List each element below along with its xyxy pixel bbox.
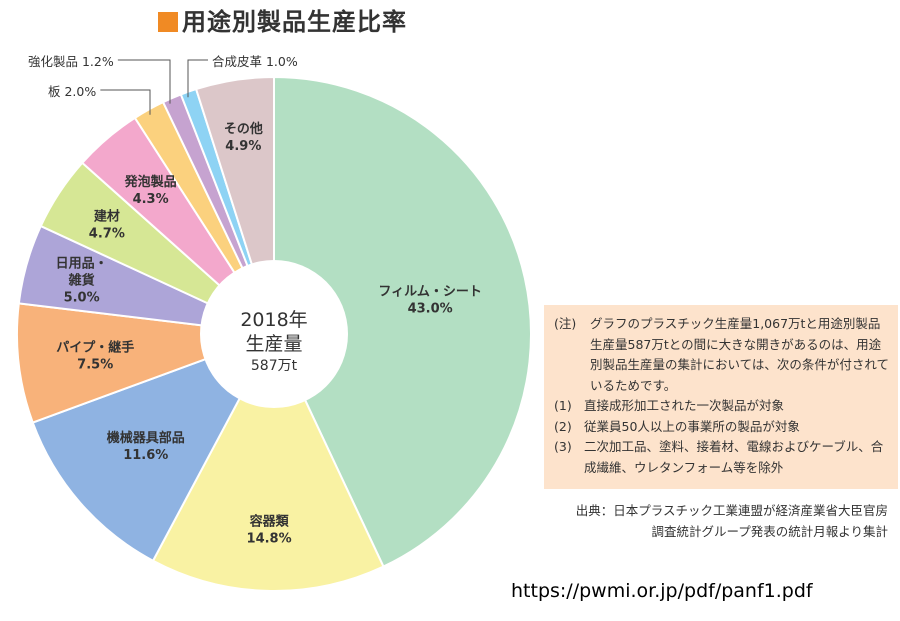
slice-label-film-sheet: フィルム・シート (378, 285, 481, 300)
data-label-foam-products: 4.3% (133, 192, 169, 207)
slice-label-boards: 板 2.0% (48, 84, 96, 99)
slice-label-pipes-fittings: パイプ・継手 (56, 339, 134, 355)
center-label-amount: 587万t (251, 358, 298, 374)
pie-slice-film-sheet (273, 75, 532, 568)
chart-title: 用途別製品生産比率 (158, 2, 407, 37)
note-box: (注) グラフのプラスチック生産量1,067万tと用途別製品生産量587万tとの… (544, 305, 898, 489)
data-label-containers: 14.8% (247, 531, 292, 546)
data-label-daily-goods: 5.0% (64, 290, 100, 305)
slice-label-daily-goods: 雑貨 (68, 272, 95, 288)
center-hole (200, 260, 348, 408)
note-item-text: 従業員50人以上の事業所の製品が対象 (584, 418, 800, 434)
note-item-num: (3) (554, 439, 572, 454)
data-label-machine-parts: 11.6% (123, 448, 168, 463)
slice-label-daily-goods: 日用品・ (56, 256, 108, 271)
leader-line-boards (100, 89, 151, 115)
source-line: 調査統計グループ発表の統計月報より集計 (651, 524, 888, 539)
data-label-others: 4.9% (225, 139, 261, 154)
note-item-text: 二次加工品、塗料、接着材、電線およびケーブル、合成繊維、ウレタンフォーム等を除外 (584, 439, 884, 475)
note-item-num: (2) (554, 418, 572, 434)
slice-label-foam-products: 発泡製品 (124, 174, 177, 190)
slice-label-others: その他 (224, 121, 263, 137)
pie-slice-containers (151, 331, 385, 592)
note-text: グラフのプラスチック生産量1,067万tと用途別製品生産量587万tとの間に大き… (590, 316, 890, 393)
data-label-pipes-fittings: 7.5% (77, 357, 113, 372)
center-label-year: 2018年 (240, 309, 307, 331)
data-label-film-sheet: 43.0% (408, 302, 453, 317)
note-head: (注) (554, 316, 577, 331)
slice-label-building-materials: 建材 (94, 209, 120, 225)
leader-line-synthetic-leather (187, 59, 208, 98)
source-url: https://pwmi.or.jp/pdf/panf1.pdf (511, 580, 813, 602)
slice-label-containers: 容器類 (249, 513, 290, 529)
note-item-num: (1) (554, 398, 572, 413)
source-line: 出典：日本プラスチック工業連盟が経済産業省大臣官房 (575, 503, 888, 518)
title-square-icon (158, 12, 178, 32)
note-main: (注) グラフのプラスチック生産量1,067万tと用途別製品生産量587万tとの… (554, 314, 892, 396)
slice-label-synthetic-leather: 合成皮革 1.0% (212, 54, 298, 69)
pie-slice-machine-parts (31, 332, 277, 563)
slice-label-machine-parts: 機械器具部品 (107, 430, 185, 446)
note-item-text: 直接成形加工された一次製品が対象 (584, 398, 785, 413)
data-label-building-materials: 4.7% (89, 227, 125, 242)
chart-title-text: 用途別製品生産比率 (182, 8, 407, 36)
slice-label-reinforced-products: 強化製品 1.2% (28, 54, 114, 69)
center-label-production: 生産量 (245, 333, 302, 355)
note-item: (2) 従業員50人以上の事業所の製品が対象 (554, 417, 892, 438)
source-note: 出典：日本プラスチック工業連盟が経済産業省大臣官房 調査統計グループ発表の統計月… (576, 500, 888, 542)
note-item: (1) 直接成形加工された一次製品が対象 (554, 396, 892, 417)
note-item: (3) 二次加工品、塗料、接着材、電線およびケーブル、合成繊維、ウレタンフォーム… (554, 437, 892, 478)
leader-line-reinforced-products (117, 59, 171, 104)
